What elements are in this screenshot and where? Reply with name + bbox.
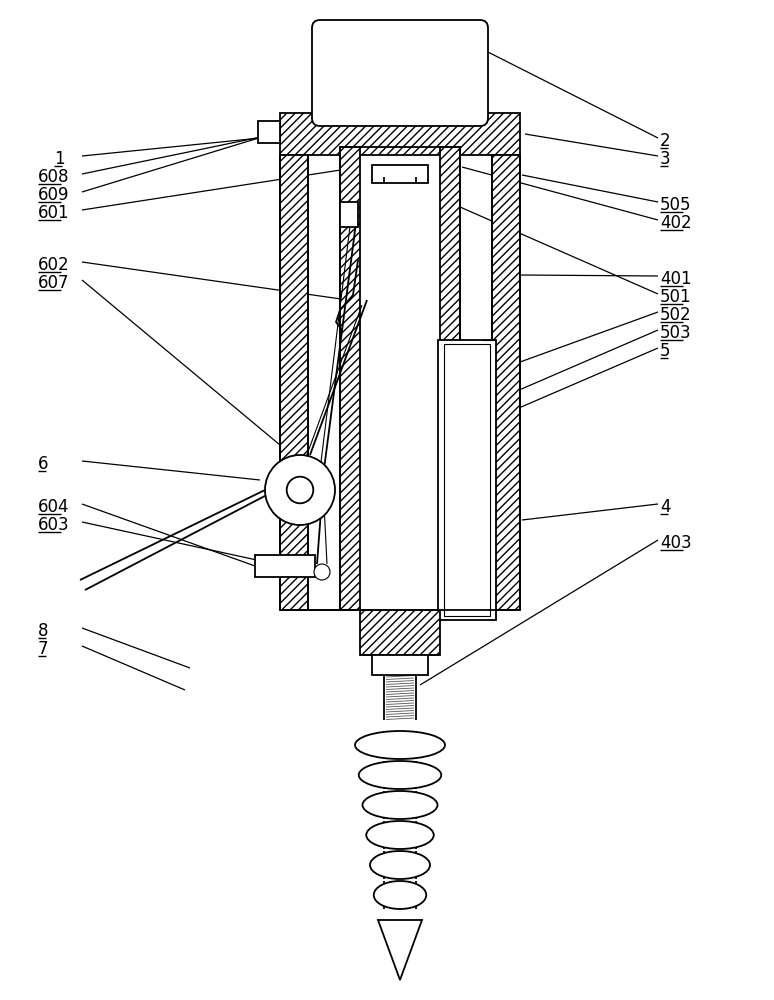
Text: 5: 5 xyxy=(660,342,670,360)
Text: 2: 2 xyxy=(660,132,670,150)
Text: 501: 501 xyxy=(660,288,692,306)
Text: 7: 7 xyxy=(38,640,49,658)
Bar xyxy=(280,113,520,155)
Text: 1: 1 xyxy=(54,150,64,168)
Ellipse shape xyxy=(362,791,437,819)
Text: 4: 4 xyxy=(660,498,670,516)
Ellipse shape xyxy=(359,761,441,789)
Text: 505: 505 xyxy=(660,196,691,214)
Ellipse shape xyxy=(355,731,445,759)
Text: 3: 3 xyxy=(660,150,670,168)
Bar xyxy=(492,155,520,610)
Text: 607: 607 xyxy=(38,274,70,292)
Polygon shape xyxy=(378,920,422,980)
Circle shape xyxy=(286,477,313,503)
Text: 502: 502 xyxy=(660,306,692,324)
Bar xyxy=(438,340,496,620)
Text: 609: 609 xyxy=(38,186,70,204)
Bar xyxy=(340,147,360,610)
Bar xyxy=(340,202,358,227)
Bar xyxy=(440,147,460,610)
Bar xyxy=(372,165,428,183)
Text: 602: 602 xyxy=(38,256,70,274)
Bar xyxy=(255,555,315,577)
Text: 603: 603 xyxy=(38,516,70,534)
Text: 604: 604 xyxy=(38,498,70,516)
Bar xyxy=(444,344,490,616)
Text: 608: 608 xyxy=(38,168,70,186)
FancyBboxPatch shape xyxy=(312,20,488,126)
Text: 6: 6 xyxy=(38,455,49,473)
Text: 401: 401 xyxy=(660,270,692,288)
Bar xyxy=(258,121,280,143)
Text: 8: 8 xyxy=(38,622,49,640)
Ellipse shape xyxy=(366,821,433,849)
Bar xyxy=(360,610,440,655)
Text: 601: 601 xyxy=(38,204,70,222)
Circle shape xyxy=(265,455,335,525)
Bar xyxy=(280,155,308,610)
Ellipse shape xyxy=(374,881,426,909)
Text: 503: 503 xyxy=(660,324,692,342)
Text: 402: 402 xyxy=(660,214,692,232)
Ellipse shape xyxy=(370,851,430,879)
Bar xyxy=(372,655,428,675)
Circle shape xyxy=(314,564,330,580)
Text: 403: 403 xyxy=(660,534,692,552)
